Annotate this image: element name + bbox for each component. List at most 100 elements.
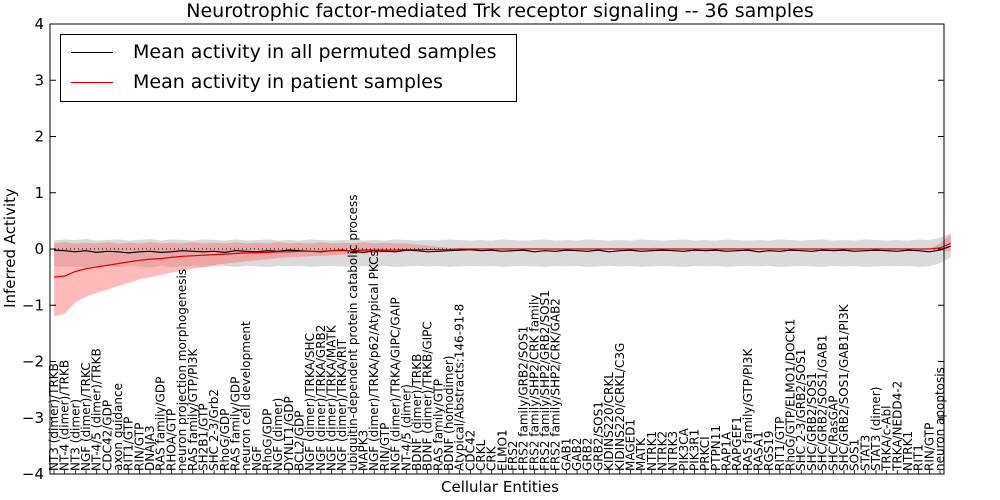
x-tick-label: CDC42/GDP (100, 400, 114, 471)
x-tick-label: RAS family/GDP (154, 377, 168, 471)
x-tick-label: GRB2/SOS1 (591, 401, 605, 471)
x-tick-label: NT-4/5 (dimer)/TRKB (90, 348, 104, 471)
x-tick-label: NGF (dimer)/TRKA/MATK (325, 324, 339, 471)
x-tick-label: neuron projection morphogenesis (175, 269, 189, 471)
x-tick-label: FRS2 (506, 441, 520, 472)
x-tick-label: DNAJA3 (143, 425, 157, 471)
y-tick-label: 3 (34, 71, 44, 89)
y-axis-label: Inferred Activity (1, 188, 19, 308)
y-tick-label: −4 (22, 465, 44, 483)
x-tick-label: MAGED1 (623, 419, 637, 471)
x-tick-label: NGF (dimer)/TRKA/RIT (335, 338, 349, 471)
band-permuted (54, 233, 951, 268)
x-tick-label: RAS family/GTP/PI3K (741, 348, 755, 471)
x-tick-label: RIN/GTP (922, 423, 936, 471)
x-tick-label: CRK (485, 445, 499, 471)
x-tick-label: NGF (dimer)/TRKA/p62/Atypical PKCs (367, 250, 381, 471)
y-tick-label: −1 (22, 296, 44, 314)
x-tick-label: SHC/GRB2/SOS1/GAB1/PI3K (837, 303, 851, 471)
x-tick-label: KIDINS220/CRKL/C3G (613, 343, 627, 471)
x-tick-label: NGF (dimer) (271, 398, 285, 471)
x-tick-label: PIK3CA (677, 427, 691, 471)
x-tick-label: ubiquitin-dependent protein catabolic pr… (346, 195, 360, 471)
x-tick-label: BCL2/GDP (293, 410, 307, 471)
x-tick-label: RASA1 (752, 431, 766, 471)
x-tick-label: NT3 (dimer) (68, 399, 82, 471)
x-tick-label: SH2B1/GTP (196, 403, 210, 471)
y-tick-label: 2 (34, 128, 44, 146)
x-tick-label: Atypical/Abstracts:146-91-8 (453, 304, 467, 471)
x-tick-label: RAS family/GDP (228, 377, 242, 471)
x-tick-label: NGF (dimer)/TRKA/GIPC/GAIP (389, 297, 403, 471)
x-tick-label: TRKA/c-Abl (880, 406, 894, 472)
x-tick-label: KIDINS220/CRKL (602, 372, 616, 471)
x-tick-label: ELMO1 (495, 429, 509, 471)
x-tick-label: RAP1A (720, 431, 734, 471)
x-tick-label: RhoG/GDP (260, 409, 274, 471)
legend-entry-permuted: Mean activity in all permuted samples (61, 39, 496, 65)
x-tick-label: NTRK1 (901, 431, 915, 471)
x-tick-label: BDNF (dimer)/TRKB/GIPC (421, 321, 435, 471)
x-tick-label: RAS family/GTP/PI3K (186, 348, 200, 471)
x-tick-label: SHC 2-3/Grb2 (207, 389, 221, 471)
x-tick-label: axon guidance (111, 383, 125, 471)
x-tick-label: SOS1 (848, 439, 862, 471)
x-tick-label: FRS2 family/SHP2/CRK/GAB2 (549, 298, 563, 471)
legend: Mean activity in all permuted samples Me… (60, 34, 517, 102)
x-tick-label: NGF (dimer)/TRKA/SHC (303, 333, 317, 471)
x-tick-label: RhoG/GTP/ELMO1/DOCK1 (784, 319, 798, 471)
x-tick-label: BDNF (homodimer) (442, 356, 456, 471)
y-tick-label: 4 (34, 15, 44, 33)
x-tick-label: RIN/GTP (132, 423, 146, 471)
x-tick-label: NTRK3 (666, 431, 680, 471)
line-patient (53, 242, 951, 278)
x-tick-label: RAS family/GTP (431, 379, 445, 471)
x-tick-label: FRS2 family/GRB2/SOS1 (517, 326, 531, 471)
x-tick-label: GAB1 (559, 438, 573, 471)
legend-label-permuted: Mean activity in all permuted samples (133, 41, 497, 63)
x-tick-label: NGF (dimer)/TRKC (79, 362, 93, 471)
chart-title: Neurotrophic factor-mediated Trk recepto… (186, 0, 814, 22)
x-tick-label: NT-4/5 (dimer) (399, 384, 413, 471)
x-tick-label: DYNLT1/GDP (282, 396, 296, 471)
x-tick-label: STAT3 (858, 435, 872, 471)
x-tick-label: TRKA/NEDD4-2 (890, 381, 904, 472)
y-tick-label: 0 (34, 240, 44, 258)
x-tick-label: NGF (250, 446, 264, 471)
x-tick-label: RhoG/GDP (218, 409, 232, 471)
confidence-bands (54, 233, 951, 317)
x-tick-label: NT-4 (dimer)/TRKB (58, 360, 72, 471)
x-tick-label: SHC 2-3/GRB2/SOS1 (794, 349, 808, 471)
x-tick-label: neuron apoptosis (933, 367, 947, 471)
x-tick-label: BDNF (dimer)/TRKB (410, 354, 424, 471)
legend-entry-patient: Mean activity in patient samples (61, 69, 443, 95)
x-tick-label: STAT3 (dimer) (869, 387, 883, 471)
x-tick-label: NGF (dimer)/TRKA/GRB2 (314, 325, 328, 471)
axis-ticks: −4 −3 −2 −1 0 1 2 3 4 (22, 15, 944, 483)
x-tick-label: RIN/GTP (378, 423, 392, 471)
y-tick-label: 1 (34, 184, 44, 202)
band-patient (54, 234, 951, 317)
y-tick-label: −2 (22, 353, 44, 371)
x-tick-label: MATK (634, 437, 648, 471)
x-tick-label: FRS2 family/SHP2/GRB2/SOS1 (538, 290, 552, 471)
line-permuted (53, 245, 951, 254)
x-tick-label: MAPK3 (357, 430, 371, 471)
x-tick-label: GRB2 (581, 437, 595, 471)
x-tick-label: CDC42 (463, 430, 477, 471)
x-tick-label: RIT1/GTP (122, 417, 136, 471)
legend-swatch-patient (71, 81, 113, 83)
x-tick-label: RHOA/GTP (164, 409, 178, 471)
series-lines (53, 242, 951, 278)
plot-frame (49, 23, 945, 475)
x-tick-label: PTPN11 (709, 425, 723, 471)
x-tick-label: RAPGEF1 (730, 416, 744, 471)
x-tick-label: RIT1/GTP (773, 417, 787, 471)
x-tick-label: SHC/GRB2/SOS1 (805, 372, 819, 471)
legend-swatch-permuted (71, 51, 113, 53)
x-tick-label: neuron cell development (239, 321, 253, 471)
x-tick-label: PRKCI (698, 436, 712, 471)
x-tick-label: CRKL (474, 439, 488, 471)
